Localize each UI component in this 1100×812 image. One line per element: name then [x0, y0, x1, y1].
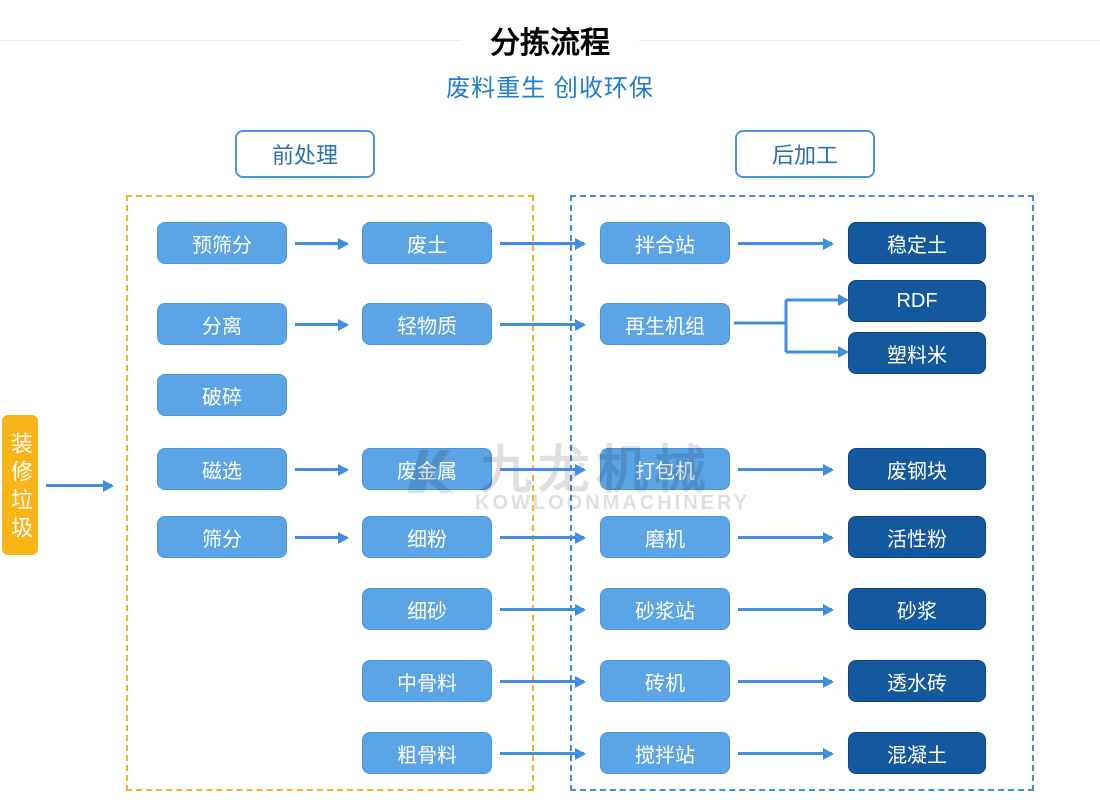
out-stable-soil: 稳定土 [848, 222, 986, 264]
flow-arrow [295, 536, 347, 539]
node-magnetic: 磁选 [157, 448, 287, 490]
flow-arrow [500, 752, 584, 755]
node-light-matter: 轻物质 [362, 303, 492, 345]
node-coarse-agg: 粗骨料 [362, 732, 492, 774]
flow-arrow [500, 680, 584, 683]
flow-arrow [738, 242, 832, 245]
node-fine-powder: 细粉 [362, 516, 492, 558]
node-fine-sand: 细砂 [362, 588, 492, 630]
node-mill: 磨机 [600, 516, 730, 558]
out-active-powder: 活性粉 [848, 516, 986, 558]
flow-arrow [500, 468, 584, 471]
flow-arrow [295, 468, 347, 471]
header-postprocess: 后加工 [735, 130, 875, 178]
node-brick-mach: 砖机 [600, 660, 730, 702]
out-concrete: 混凝土 [848, 732, 986, 774]
node-separate: 分离 [157, 303, 287, 345]
node-mix-station: 拌合站 [600, 222, 730, 264]
out-mortar: 砂浆 [848, 588, 986, 630]
flow-arrow [738, 680, 832, 683]
node-prescreen: 预筛分 [157, 222, 287, 264]
flow-arrow [738, 752, 832, 755]
out-plastic: 塑料米 [848, 332, 986, 374]
node-input-waste: 装修垃圾 [2, 415, 38, 555]
flow-arrow [738, 536, 832, 539]
flow-arrow [295, 323, 347, 326]
node-regen-unit: 再生机组 [600, 303, 730, 345]
flow-arrow [500, 323, 584, 326]
node-mixer-stn: 搅拌站 [600, 732, 730, 774]
flow-arrow [46, 484, 112, 487]
node-waste-soil: 废土 [362, 222, 492, 264]
node-crush: 破碎 [157, 374, 287, 416]
out-steel-block: 废钢块 [848, 448, 986, 490]
flow-arrow [500, 536, 584, 539]
out-rdf: RDF [848, 280, 986, 322]
flow-arrow [738, 608, 832, 611]
flow-arrow [738, 468, 832, 471]
flow-arrow [500, 608, 584, 611]
flow-arrow [295, 242, 347, 245]
header-preprocess: 前处理 [235, 130, 375, 178]
node-mortar-stn: 砂浆站 [600, 588, 730, 630]
out-perm-brick: 透水砖 [848, 660, 986, 702]
node-mid-agg: 中骨料 [362, 660, 492, 702]
node-screen: 筛分 [157, 516, 287, 558]
page-subtitle: 废料重生 创收环保 [0, 68, 1100, 103]
flow-arrow [500, 242, 584, 245]
node-scrap-metal: 废金属 [362, 448, 492, 490]
page-title: 分拣流程 [462, 18, 638, 62]
node-baler: 打包机 [600, 448, 730, 490]
